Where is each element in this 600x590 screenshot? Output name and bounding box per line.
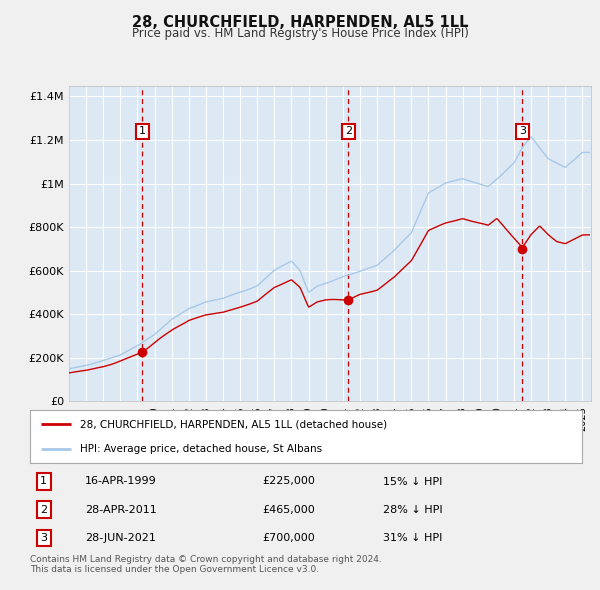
Text: HPI: Average price, detached house, St Albans: HPI: Average price, detached house, St A… [80, 444, 322, 454]
Text: Price paid vs. HM Land Registry's House Price Index (HPI): Price paid vs. HM Land Registry's House … [131, 27, 469, 40]
Text: 28, CHURCHFIELD, HARPENDEN, AL5 1LL: 28, CHURCHFIELD, HARPENDEN, AL5 1LL [132, 15, 468, 30]
Text: 31% ↓ HPI: 31% ↓ HPI [383, 533, 443, 543]
Text: Contains HM Land Registry data © Crown copyright and database right 2024.
This d: Contains HM Land Registry data © Crown c… [30, 555, 382, 574]
Text: 28-APR-2011: 28-APR-2011 [85, 504, 157, 514]
Text: £465,000: £465,000 [262, 504, 314, 514]
Text: 2: 2 [345, 126, 352, 136]
Text: 28, CHURCHFIELD, HARPENDEN, AL5 1LL (detached house): 28, CHURCHFIELD, HARPENDEN, AL5 1LL (det… [80, 419, 387, 430]
Text: 2: 2 [40, 504, 47, 514]
Text: 1: 1 [40, 477, 47, 487]
Text: 1: 1 [139, 126, 146, 136]
Text: £225,000: £225,000 [262, 477, 315, 487]
Text: 16-APR-1999: 16-APR-1999 [85, 477, 157, 487]
Text: 3: 3 [40, 533, 47, 543]
Text: £700,000: £700,000 [262, 533, 314, 543]
Text: 28-JUN-2021: 28-JUN-2021 [85, 533, 156, 543]
Text: 28% ↓ HPI: 28% ↓ HPI [383, 504, 443, 514]
Text: 3: 3 [519, 126, 526, 136]
Text: 15% ↓ HPI: 15% ↓ HPI [383, 477, 443, 487]
